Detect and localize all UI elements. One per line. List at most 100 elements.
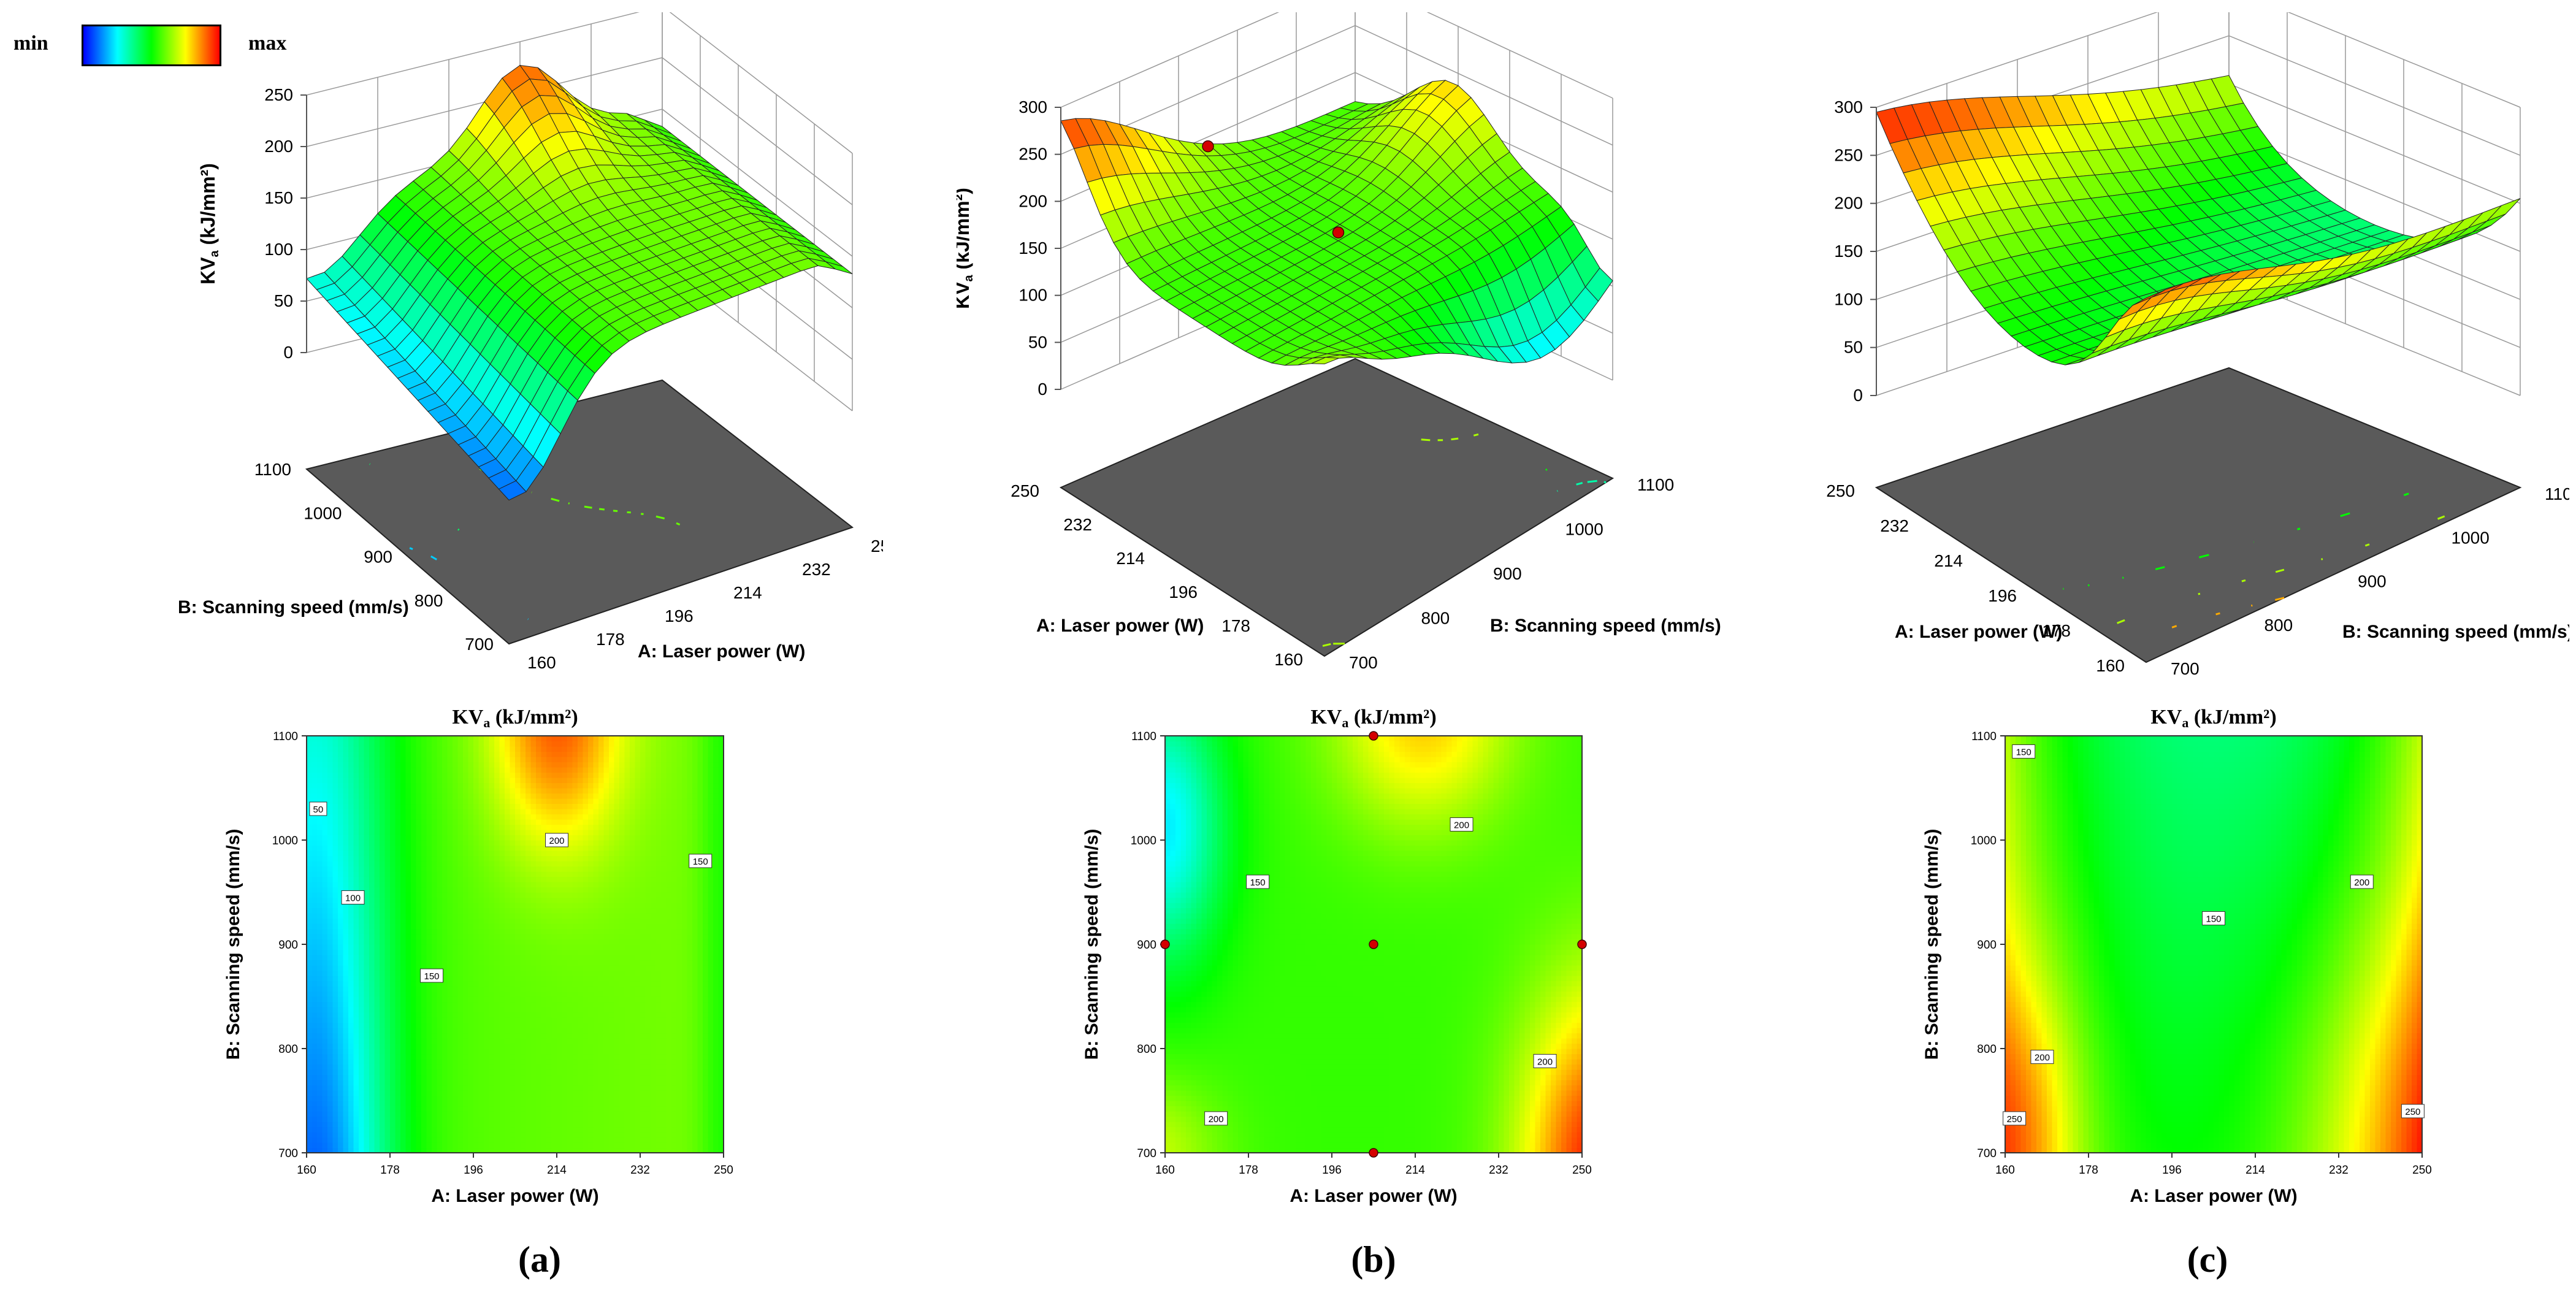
- x-tick-label: 232: [630, 1164, 650, 1177]
- contour-label-box: [1204, 1111, 1228, 1126]
- contour-label-box: [2012, 744, 2036, 759]
- z-tick-label: 0: [1038, 380, 1047, 399]
- x-tick-label: 178: [1221, 616, 1250, 635]
- colorbar-min-label: min: [13, 32, 48, 55]
- y-tick-label: 1100: [1971, 730, 1997, 743]
- contour-plot-b: KVa (kJ/mm²) 160 178 196 214 232 250 700 800 900 1…: [1082, 706, 1592, 1206]
- contour-label: 50: [313, 805, 324, 815]
- x-axis-label: A: Laser power (W): [1290, 1186, 1457, 1206]
- x-tick-label: 250: [2412, 1164, 2432, 1177]
- contour-label-box: [2030, 1050, 2054, 1064]
- y-tick-label: 1100: [254, 460, 291, 479]
- x-tick-label: 178: [2042, 621, 2071, 640]
- y-tick-label: 700: [465, 635, 494, 654]
- y-tick-label: 700: [1137, 1147, 1156, 1160]
- z-axis-label: KVa (kJ/mm²): [197, 163, 221, 285]
- x-tick-label: 232: [1063, 515, 1092, 534]
- response-surface: [1876, 75, 2521, 365]
- z-axis-label: KVa (kJ/mm²): [957, 188, 976, 309]
- x-tick-label: 196: [1988, 586, 2017, 605]
- contour-label: 200: [2354, 877, 2369, 888]
- z-tick-label: 200: [1834, 194, 1863, 213]
- z-tick-label: 200: [1019, 191, 1047, 210]
- contour-label-box: [309, 801, 327, 816]
- x-tick-label: 214: [1116, 549, 1145, 568]
- x-tick-label: 178: [380, 1164, 400, 1177]
- x-tick-label: 250: [1011, 481, 1039, 500]
- caption-a: (a): [478, 1239, 601, 1281]
- contour-floor: [305, 379, 854, 645]
- contour-label: 250: [2007, 1114, 2022, 1125]
- contour-label-box: [545, 833, 568, 847]
- contour-floor: [1059, 357, 1615, 657]
- y-axis-label: B: Scanning speed (mm/s): [178, 597, 409, 617]
- z-tick-label: 100: [1019, 286, 1047, 305]
- contour-label-box: [1450, 817, 1473, 831]
- contour-label: 150: [424, 971, 439, 982]
- z-tick-label: 50: [274, 291, 293, 310]
- design-point: [1332, 226, 1345, 239]
- y-tick-label: 900: [364, 548, 392, 567]
- heatmap-field: [2005, 736, 2423, 1153]
- floor-contours: [2063, 492, 2445, 629]
- contour-plot-title: KVa (kJ/mm²): [452, 706, 578, 730]
- x-tick-label: 196: [665, 606, 694, 625]
- x-tick-label: 196: [1322, 1164, 1342, 1177]
- y-tick-label: 800: [415, 591, 443, 610]
- x-tick-label: 196: [1169, 583, 1198, 602]
- caption-c: (c): [2146, 1239, 2269, 1281]
- surface-plot-b: 0 50 100 150 200 250 300 KVa (kJ/mm²) 160 178 196 2…: [957, 12, 1721, 672]
- z-tick-label: 150: [1019, 239, 1047, 258]
- z-tick-label: 0: [1853, 386, 1863, 405]
- y-tick-label: 900: [2358, 572, 2387, 591]
- y-tick-label: 1000: [304, 503, 342, 522]
- x-tick-label: 232: [2329, 1164, 2349, 1177]
- z-tick-label: 150: [1834, 242, 1863, 261]
- x-axis-label: A: Laser power (W): [1036, 616, 1204, 636]
- design-point: [1369, 939, 1378, 949]
- x-axis-label: A: Laser power (W): [1895, 622, 2062, 642]
- y-tick-label: 1100: [2545, 484, 2569, 503]
- design-point: [1369, 1148, 1378, 1158]
- y-tick-label: 1000: [2452, 528, 2490, 547]
- x-tick-label: 160: [1155, 1164, 1175, 1177]
- x-axis-label: A: Laser power (W): [638, 641, 805, 662]
- x-tick-label: 214: [1405, 1164, 1425, 1177]
- z-tick-label: 150: [264, 188, 293, 207]
- x-tick-label: 160: [1274, 650, 1303, 669]
- x-tick-label: 214: [733, 583, 762, 602]
- contour-label-box: [2401, 1104, 2425, 1118]
- caption-b: (b): [1312, 1239, 1435, 1281]
- x-tick-label: 178: [2079, 1164, 2098, 1177]
- y-tick-label: 900: [278, 939, 298, 952]
- y-tick-label: 900: [1137, 939, 1156, 952]
- contour-label: 200: [1454, 820, 1469, 831]
- y-tick-label: 700: [278, 1147, 298, 1160]
- y-tick-label: 800: [1421, 609, 1450, 628]
- y-axis-label: B: Scanning speed (mm/s): [1082, 829, 1102, 1060]
- y-tick-label: 1100: [273, 730, 298, 743]
- x-tick-label: 250: [1826, 481, 1855, 500]
- contour-plot-a: KVa (kJ/mm²) 160 178 196 214 232 250 700 800 900 1…: [223, 706, 733, 1206]
- x-tick-label: 214: [1934, 551, 1963, 570]
- x-tick-label: 232: [802, 560, 831, 579]
- contour-plot-title: KVa (kJ/mm²): [1310, 706, 1436, 730]
- x-tick-label: 196: [464, 1164, 483, 1177]
- contour-label-box: [689, 854, 713, 868]
- x-tick-label: 160: [1995, 1164, 2015, 1177]
- z-tick-label: 250: [1834, 145, 1863, 164]
- design-point: [1160, 939, 1170, 949]
- contour-label-box: [1246, 874, 1270, 889]
- floor-contours: [1322, 433, 1607, 647]
- x-axis-label: A: Laser power (W): [431, 1186, 598, 1206]
- x-tick-label: 250: [871, 537, 883, 556]
- z-tick-label: 0: [283, 343, 293, 362]
- contour-plot-title: KVa (kJ/mm²): [2150, 706, 2276, 730]
- z-tick-label: 300: [1834, 97, 1863, 117]
- z-tick-label: 250: [264, 85, 293, 104]
- x-tick-label: 160: [2096, 656, 2125, 675]
- z-tick-label: 100: [1834, 289, 1863, 308]
- contour-label-box: [2350, 874, 2374, 889]
- z-tick-label: 200: [264, 137, 293, 156]
